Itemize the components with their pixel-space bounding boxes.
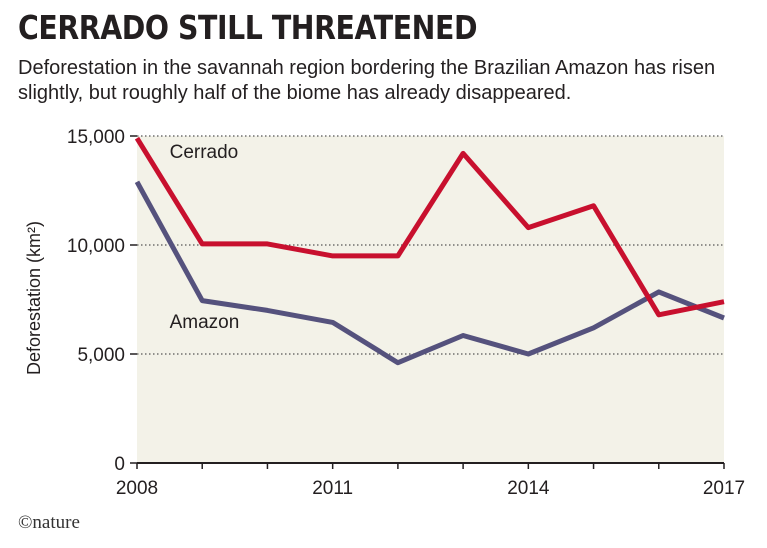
series-labels: Cerrado Amazon xyxy=(170,142,240,333)
x-tick-label: 2017 xyxy=(703,478,745,499)
series-line-cerrado xyxy=(134,136,725,318)
y-tick-label: 15,000 xyxy=(67,127,125,148)
x-tick-label: 2008 xyxy=(116,478,158,499)
nature-logo: ©nature xyxy=(18,512,80,533)
x-tick-label: 2011 xyxy=(312,478,353,499)
y-tick-label: 5,000 xyxy=(77,345,125,366)
gridlines xyxy=(137,135,724,355)
plot-background xyxy=(137,136,724,463)
chart-subtitle: Deforestation in the savannah region bor… xyxy=(18,57,716,104)
series-label-amazon: Amazon xyxy=(170,312,240,333)
x-tick-label: 2014 xyxy=(507,478,550,499)
y-axis-label: Deforestation (km²) xyxy=(24,221,44,375)
series-label-cerrado: Cerrado xyxy=(170,142,239,163)
axes: 0 5,000 10,000 15,000 2008 2011 2014 2017 xyxy=(67,127,745,499)
y-tick-label: 10,000 xyxy=(67,236,125,257)
chart-title: CERRADO STILL THREATENED xyxy=(18,8,478,47)
series-line-amazon xyxy=(134,180,725,366)
y-tick-label: 0 xyxy=(114,454,125,475)
series-lines xyxy=(134,136,725,366)
